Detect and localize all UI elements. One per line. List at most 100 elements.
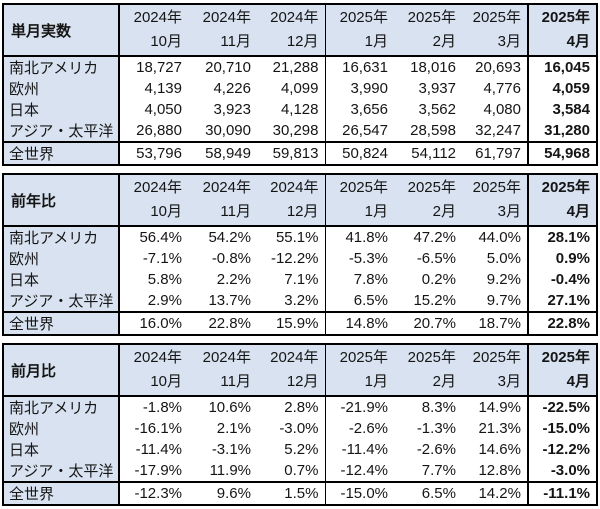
cell-value: 20,710 xyxy=(205,59,251,76)
table-body: 南北アメリカ 18,727 20,710 21,288 16,631 18,016 20,6… xyxy=(3,56,597,165)
column-year: 2025年 xyxy=(339,9,388,26)
cell-value: -3.1% xyxy=(211,441,251,458)
cell-value: -2.6% xyxy=(348,420,388,437)
cell-value: 5.8% xyxy=(147,271,182,288)
row-label: 欧州 xyxy=(3,418,120,439)
table-row: 日本 5.8% 2.2% 7.1% 7.8% 0.2% 9.2% -0.4% xyxy=(3,269,597,290)
cell-value: 15.2% xyxy=(413,292,456,309)
column-month: 11月 xyxy=(220,203,251,220)
cell-value: 10.6% xyxy=(208,399,251,416)
cell-value: 3,656 xyxy=(350,101,388,118)
cell-value: -12.4% xyxy=(340,462,388,479)
row-label: 南北アメリカ xyxy=(3,56,120,78)
column-header: 2025年 4月 xyxy=(528,4,597,57)
cell-value: 9.7% xyxy=(462,290,529,312)
table-row: 南北アメリカ 56.4% 54.2% 55.1% 41.8% 47.2% 44.0% 28.1… xyxy=(3,226,597,248)
cell-value: 6.5% xyxy=(353,292,388,309)
cell-value: 27.1% xyxy=(547,292,590,309)
column-year: 2025年 xyxy=(472,9,521,26)
cell-value: -15.0% xyxy=(542,420,590,437)
row-label: 全世界 xyxy=(3,141,120,165)
table-row: 日本 4,050 3,923 4,128 3,656 3,562 4,080 3,584 xyxy=(3,99,597,120)
cell-value: 54,112 xyxy=(394,141,462,165)
row-label: 欧州 xyxy=(3,78,120,99)
column-header: 2024年 11月 xyxy=(188,344,257,397)
cell-value: -12.2% xyxy=(542,441,590,458)
cell-value: 7.8% xyxy=(353,271,388,288)
column-year: 2024年 xyxy=(133,179,182,196)
cell-value: -12.2% xyxy=(257,248,326,269)
cell-value: 54,968 xyxy=(528,141,597,165)
column-month: 4月 xyxy=(566,33,590,50)
cell-value: 16,045 xyxy=(544,59,590,76)
column-month: 4月 xyxy=(566,373,590,390)
column-year: 2025年 xyxy=(339,179,388,196)
cell-value: 12.8% xyxy=(462,460,529,482)
column-year: 2024年 xyxy=(270,349,319,366)
cell-value: 2.1% xyxy=(216,420,251,437)
table-header: 前年比 2024年 10月 2024年 11月 2024年 12月 2025年 1月 2025年 2… xyxy=(3,174,597,227)
cell-value: 8.3% xyxy=(421,399,456,416)
cell-value: 30,090 xyxy=(205,122,251,139)
cell-value: 3,990 xyxy=(350,80,388,97)
cell-value: 14.2% xyxy=(462,481,529,505)
row-label: 南北アメリカ xyxy=(3,226,120,248)
column-header: 2025年 2月 xyxy=(394,174,462,227)
column-month: 2月 xyxy=(432,203,456,220)
row-label: 日本 xyxy=(3,269,120,290)
row-label: アジア・太平洋 xyxy=(3,290,120,312)
column-year: 2024年 xyxy=(270,179,319,196)
total-row: 全世界 53,796 58,949 59,813 50,824 54,112 61,797 5… xyxy=(3,141,597,165)
cell-value: -3.0% xyxy=(550,462,590,479)
cell-value: 21,288 xyxy=(257,56,326,78)
cell-value: -16.1% xyxy=(134,420,182,437)
total-row: 全世界 -12.3% 9.6% 1.5% -15.0% 6.5% 14.2% -11.1% xyxy=(3,481,597,505)
column-year: 2025年 xyxy=(541,179,590,196)
cell-value: 3,923 xyxy=(213,101,251,118)
cell-value: -7.1% xyxy=(142,250,182,267)
table-row: 欧州 -16.1% 2.1% -3.0% -2.6% -1.3% 21.3% -15.0% xyxy=(3,418,597,439)
cell-value: -2.6% xyxy=(416,441,456,458)
cell-value: 26,547 xyxy=(342,122,388,139)
cell-value: 50,824 xyxy=(325,141,394,165)
monthly-actuals-table: 単月実数 2024年 10月 2024年 11月 2024年 12月 2025年 1月 2025年… xyxy=(2,3,598,166)
cell-value: 5.0% xyxy=(462,248,529,269)
column-header: 2024年 10月 xyxy=(119,174,188,227)
column-month: 2月 xyxy=(432,373,456,390)
cell-value: 20.7% xyxy=(394,311,462,335)
cell-value: 59,813 xyxy=(257,141,326,165)
cell-value: -12.3% xyxy=(119,481,188,505)
column-month: 11月 xyxy=(220,373,251,390)
cell-value: 11.9% xyxy=(209,462,251,479)
cell-value: -11.4% xyxy=(135,441,182,458)
cell-value: 31,280 xyxy=(544,122,590,139)
cell-value: 18.7% xyxy=(462,311,529,335)
table-row: アジア・太平洋 2.9% 13.7% 3.2% 6.5% 15.2% 9.7% 27.1% xyxy=(3,290,597,312)
column-month: 10月 xyxy=(150,373,182,390)
column-month: 12月 xyxy=(286,33,319,50)
table-row: 南北アメリカ -1.8% 10.6% 2.8% -21.9% 8.3% 14.9% -22.5… xyxy=(3,396,597,418)
column-year: 2024年 xyxy=(133,9,182,26)
column-year: 2025年 xyxy=(472,179,521,196)
cell-value: 61,797 xyxy=(462,141,529,165)
column-header: 2024年 10月 xyxy=(119,344,188,397)
cell-value: 0.9% xyxy=(555,250,590,267)
cell-value: 6.5% xyxy=(394,481,462,505)
cell-value: -6.5% xyxy=(416,250,456,267)
cell-value: 2.8% xyxy=(257,396,326,418)
row-label: アジア・太平洋 xyxy=(3,120,120,142)
header-row: 前月比 2024年 10月 2024年 11月 2024年 12月 2025年 1月 2025年 2… xyxy=(3,344,597,397)
column-year: 2025年 xyxy=(541,349,590,366)
column-year: 2024年 xyxy=(270,9,319,26)
table-row: 欧州 4,139 4,226 4,099 3,990 3,937 4,776 4,059 xyxy=(3,78,597,99)
column-year: 2024年 xyxy=(202,349,251,366)
column-month: 3月 xyxy=(497,203,521,220)
column-month: 3月 xyxy=(497,373,521,390)
column-year: 2025年 xyxy=(541,9,590,26)
column-month: 12月 xyxy=(286,373,319,390)
cell-value: 28,598 xyxy=(410,122,456,139)
cell-value: 16,631 xyxy=(342,59,388,76)
cell-value: 7.1% xyxy=(257,269,326,290)
cell-value: -1.8% xyxy=(142,399,182,416)
column-year: 2024年 xyxy=(202,179,251,196)
